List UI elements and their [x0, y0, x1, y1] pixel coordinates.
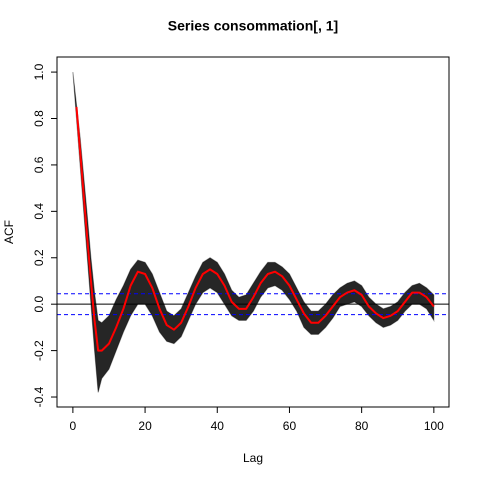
- x-tick-label: 40: [211, 419, 225, 433]
- x-tick-label: 80: [355, 419, 369, 433]
- x-tick-label: 0: [70, 419, 77, 433]
- y-tick-label: -0.4: [32, 386, 46, 407]
- band-fill: [72, 72, 435, 393]
- plot-frame: [56, 56, 450, 408]
- x-tick-label: 100: [424, 419, 444, 433]
- y-axis-label: ACF: [2, 220, 16, 244]
- x-tick-label: 20: [138, 419, 152, 433]
- y-tick-label: 0.0: [32, 296, 46, 313]
- x-tick-label: 60: [283, 419, 297, 433]
- y-tick-label: 1.0: [32, 63, 46, 80]
- chart-title: Series consommation[, 1]: [168, 18, 338, 34]
- x-axis-label: Lag: [243, 451, 263, 465]
- y-tick-label: 0.4: [32, 203, 46, 220]
- series-line: [75, 106, 435, 352]
- y-tick-label: 0.8: [32, 110, 46, 127]
- y-tick-label: 0.2: [32, 249, 46, 266]
- y-tick-label: -0.2: [32, 340, 46, 361]
- y-tick-label: 0.6: [32, 156, 46, 173]
